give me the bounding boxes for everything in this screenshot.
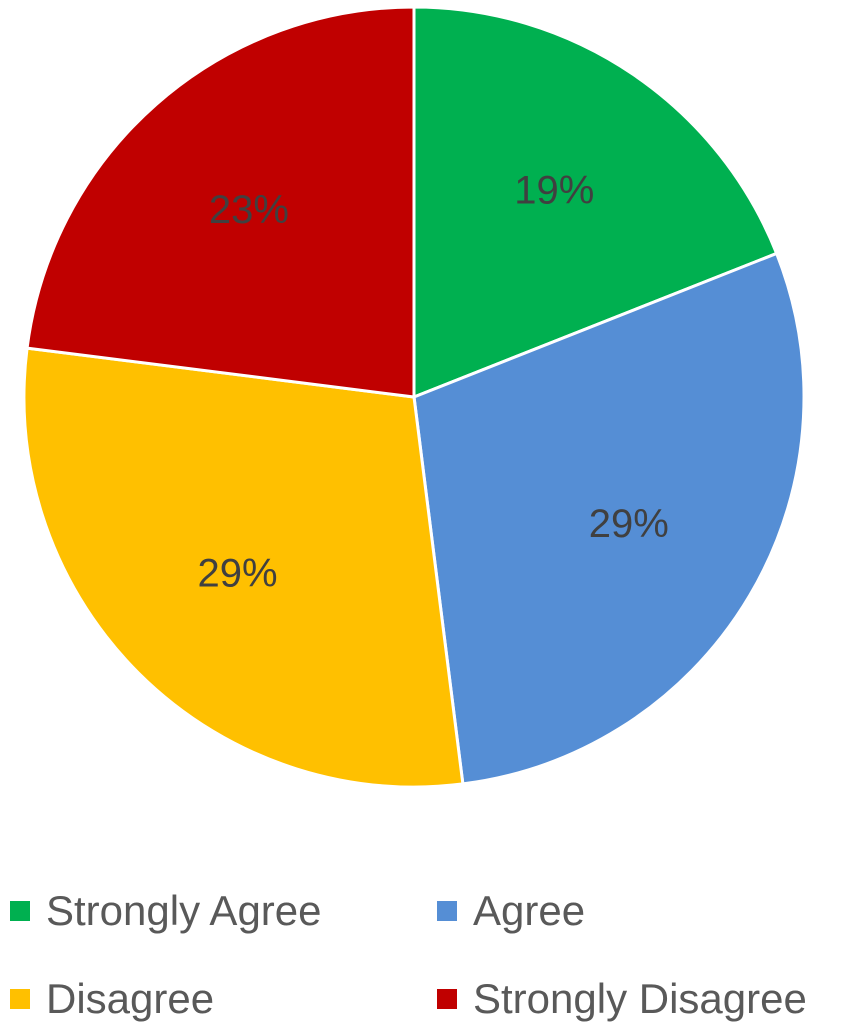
legend-label-disagree: Disagree (46, 975, 215, 1022)
legend-swatch-strongly-agree (10, 901, 30, 921)
pie-slice-agree (412, 251, 806, 786)
pie-slice-strongly-disagree (25, 5, 416, 399)
data-label-strongly-agree: 19% (514, 169, 594, 213)
legend-label-strongly-agree: Strongly Agree (46, 887, 322, 934)
pie-slice-strongly-agree (412, 5, 779, 399)
data-label-disagree: 29% (197, 551, 277, 595)
data-label-agree: 29% (589, 502, 669, 546)
legend-item-strongly-disagree: Strongly Disagree (437, 978, 807, 1020)
legend-label-agree: Agree (473, 887, 586, 934)
legend-label-strongly-disagree: Strongly Disagree (473, 975, 807, 1022)
legend-swatch-agree (437, 901, 457, 921)
legend-item-agree: Agree (437, 890, 585, 932)
pie-slice-disagree (22, 346, 465, 789)
pie-plot-area: 19% 29% 29% 23% (22, 5, 806, 789)
legend-item-disagree: Disagree (10, 978, 214, 1020)
chart-legend: Strongly Agree Agree Disagree Strongly D… (0, 890, 859, 1026)
legend-swatch-strongly-disagree (437, 989, 457, 1009)
legend-swatch-disagree (10, 989, 30, 1009)
legend-item-strongly-agree: Strongly Agree (10, 890, 322, 932)
data-label-strongly-disagree: 23% (209, 188, 289, 232)
